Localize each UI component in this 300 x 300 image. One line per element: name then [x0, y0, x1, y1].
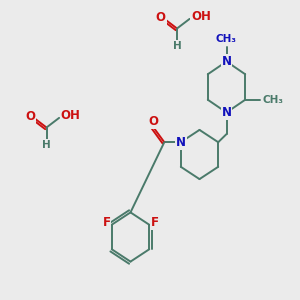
Text: OH: OH — [61, 109, 80, 122]
Text: O: O — [156, 11, 166, 24]
Text: H: H — [172, 41, 182, 51]
Text: OH: OH — [191, 10, 211, 23]
Text: N: N — [221, 55, 232, 68]
Text: F: F — [102, 216, 110, 229]
Text: CH₃: CH₃ — [216, 34, 237, 44]
Text: N: N — [176, 136, 186, 149]
Text: F: F — [151, 216, 159, 229]
Text: CH₃: CH₃ — [262, 95, 284, 105]
Text: O: O — [25, 110, 35, 123]
Text: N: N — [221, 106, 232, 119]
Text: H: H — [42, 140, 51, 150]
Text: O: O — [148, 115, 158, 128]
